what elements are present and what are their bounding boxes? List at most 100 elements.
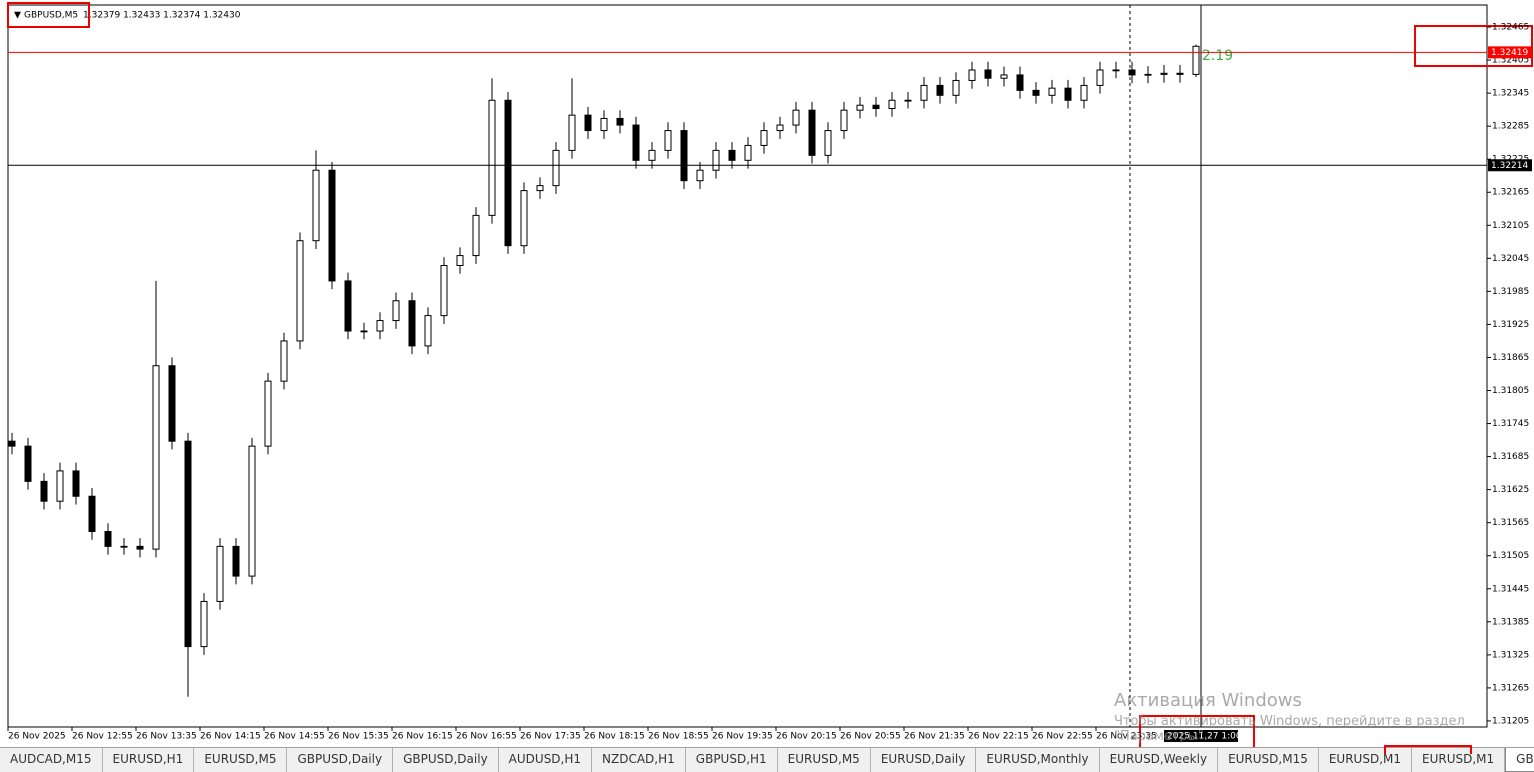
- candle-body: [1112, 69, 1120, 72]
- tab[interactable]: GBPUSD,Daily: [393, 748, 499, 772]
- highlight: [7, 2, 90, 28]
- candle-body: [600, 117, 608, 132]
- candle-body: [184, 440, 192, 648]
- annotation: 2.19: [1202, 48, 1233, 64]
- x-tick-label: 26 Nov 20:15: [776, 732, 837, 742]
- highlight: [1414, 25, 1533, 67]
- candle-body: [520, 190, 528, 247]
- y-tick-label: 1.31745: [1492, 419, 1529, 429]
- candle-body: [312, 169, 320, 242]
- y-tick-label: 1.31685: [1492, 452, 1529, 462]
- candle-body: [104, 530, 112, 547]
- x-tick-label: 26 Nov 2025: [8, 732, 66, 742]
- y-tick-label: 1.31205: [1492, 716, 1529, 726]
- x-tick-label: 26 Nov 16:15: [392, 732, 453, 742]
- y-tick-label: 1.31505: [1492, 551, 1529, 561]
- x-tick-label: 26 Nov 21:35: [904, 732, 965, 742]
- candle-body: [248, 445, 256, 577]
- x-tick-label: 26 Nov 20:55: [840, 732, 901, 742]
- symbol-arrow: ▼: [14, 11, 21, 21]
- candle-body: [1144, 73, 1152, 76]
- x-tick-label: 26 Nov 17:35: [520, 732, 581, 742]
- x-tick-label: 26 Nov 23:35: [1096, 732, 1157, 742]
- tab[interactable]: EURUSD,M1: [1319, 748, 1412, 772]
- y-tick-label: 1.31385: [1492, 617, 1529, 627]
- candle-body: [584, 114, 592, 132]
- tab[interactable]: AUDUSD,H1: [499, 748, 593, 772]
- tab[interactable]: EURUSD,M5: [778, 748, 871, 772]
- candle-body: [984, 69, 992, 79]
- x-tick-label: 26 Nov 22:55: [1032, 732, 1093, 742]
- y-tick-label: 1.32465: [1492, 23, 1529, 33]
- candle-body: [408, 300, 416, 347]
- candle-body: [232, 545, 240, 577]
- candle-body: [840, 109, 848, 132]
- tab[interactable]: GBPUSD,M5: [1505, 748, 1534, 772]
- candle-body: [632, 124, 640, 161]
- tab[interactable]: EURUSD,Weekly: [1100, 748, 1219, 772]
- tab[interactable]: AUDCAD,M15: [0, 748, 103, 772]
- candle-body: [952, 79, 960, 96]
- highlight: [1139, 715, 1255, 747]
- x-tick-label: 26 Nov 12:55: [72, 732, 133, 742]
- candle-body: [1016, 74, 1024, 91]
- x-tick-label: 26 Nov 13:35: [136, 732, 197, 742]
- tab[interactable]: EURUSD,M5: [194, 748, 288, 772]
- y-tick-label: 1.31325: [1492, 650, 1529, 660]
- tab[interactable]: GBPUSD,Daily: [287, 748, 394, 772]
- candle-body: [776, 124, 784, 132]
- ohlc-header: 1.32379 1.32433 1.32374 1.32430: [83, 11, 241, 21]
- candle-body: [536, 185, 544, 192]
- tab[interactable]: GBPUSD,H1: [686, 748, 778, 772]
- candle-body: [616, 117, 624, 126]
- time-tooltip-text: 2025.11.27 1:00: [1167, 732, 1242, 742]
- candle-body: [392, 300, 400, 322]
- tab[interactable]: EURUSD,M1: [1412, 748, 1506, 772]
- candle-body: [1032, 89, 1040, 96]
- candle-body: [1096, 69, 1104, 86]
- candle-body: [680, 130, 688, 182]
- candle-body: [280, 340, 288, 382]
- candle-body: [456, 255, 464, 266]
- highlight: [1384, 745, 1472, 754]
- candle-body: [1160, 72, 1168, 75]
- candle-body: [792, 109, 800, 126]
- plot-frame: [7, 4, 1488, 728]
- candle-body: [440, 264, 448, 317]
- tab-bar: AUDCAD,M15 EURUSD,H1 EURUSD,M5 GBPUSD,Daily…: [0, 747, 1534, 772]
- candle-body: [968, 69, 976, 81]
- candle-body: [488, 99, 496, 216]
- candle-body: [552, 149, 560, 187]
- tab[interactable]: EURUSD,Daily: [871, 748, 977, 772]
- candle-body: [264, 380, 272, 447]
- y-tick-label: 1.32345: [1492, 89, 1529, 99]
- watermark-title: Активация Windows: [1114, 690, 1302, 711]
- y-tick-label: 1.31445: [1492, 584, 1529, 594]
- candle-body: [424, 315, 432, 347]
- tab[interactable]: EURUSD,H1: [103, 748, 195, 772]
- candle-body: [136, 545, 144, 550]
- x-tick-label: 26 Nov 22:15: [968, 732, 1029, 742]
- price-label-box: [1488, 46, 1532, 59]
- candle-body: [216, 545, 224, 602]
- candle-body: [1048, 87, 1056, 96]
- candle-body: [568, 114, 576, 151]
- candle-body: [504, 99, 512, 247]
- candle-body: [88, 495, 96, 532]
- price-label-box: [1488, 159, 1532, 172]
- y-tick-label: 1.31925: [1492, 320, 1529, 330]
- candle-body: [1176, 72, 1184, 75]
- tab[interactable]: NZDCAD,H1: [592, 748, 686, 772]
- tab[interactable]: EURUSD,Monthly: [976, 748, 1100, 772]
- candle-body: [376, 320, 384, 332]
- candle-body: [808, 109, 816, 156]
- candle-body: [936, 84, 944, 96]
- price-label: 1.32214: [1491, 161, 1528, 171]
- price-label: 1.32419: [1491, 48, 1528, 58]
- tab[interactable]: EURUSD,M15: [1218, 748, 1319, 772]
- candle-body: [904, 99, 912, 102]
- watermark-text: Чтобы активировать Windows, перейдите в …: [1114, 714, 1465, 744]
- candle-body: [168, 365, 176, 442]
- candle-body: [888, 99, 896, 110]
- candle-body: [56, 470, 64, 502]
